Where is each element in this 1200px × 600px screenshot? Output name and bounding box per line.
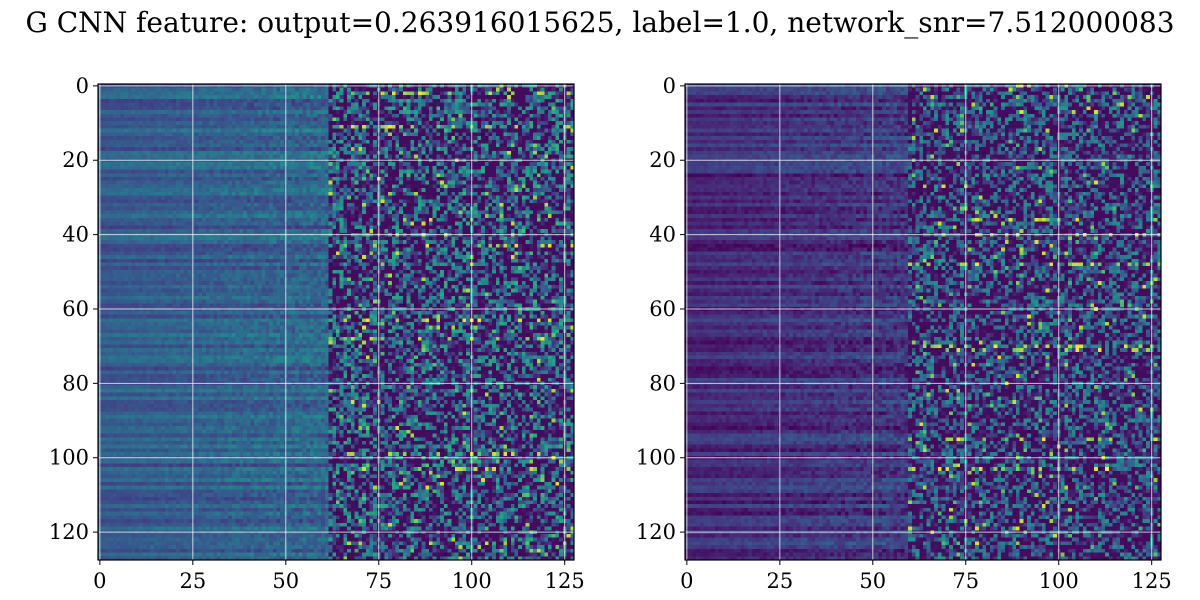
x-tick-label-2: 50 [272, 569, 299, 593]
heatmap-panel-left: 0 25 50 75 100 125 0 20 40 60 80 100 120 [49, 74, 585, 593]
y-tick-label-3: 60 [649, 297, 676, 321]
x-tick-label-1: 25 [179, 569, 206, 593]
grid-lines-left [98, 84, 574, 560]
grid-lines-right [685, 84, 1161, 560]
y-tick-label-2: 40 [62, 223, 89, 247]
axes-frame-left [97, 83, 575, 561]
ticks-right: 0 25 50 75 100 125 0 20 40 60 80 100 120 [636, 74, 1172, 593]
y-tick-label-5: 100 [636, 446, 676, 470]
y-tick-label-5: 100 [49, 446, 89, 470]
y-tick-label-1: 20 [649, 148, 676, 172]
y-tick-label-4: 80 [649, 371, 676, 395]
heatmap-panel-right: 0 25 50 75 100 125 0 20 40 60 80 100 120 [636, 74, 1172, 593]
x-tick-label-5: 125 [545, 569, 585, 593]
y-tick-label-6: 120 [49, 520, 89, 544]
x-tick-label-1: 25 [766, 569, 793, 593]
x-tick-label-4: 100 [452, 569, 492, 593]
axes-frame-right [684, 83, 1162, 561]
y-tick-label-1: 20 [62, 148, 89, 172]
x-tick-label-2: 50 [859, 569, 886, 593]
x-tick-label-5: 125 [1132, 569, 1172, 593]
x-tick-label-3: 75 [952, 569, 979, 593]
x-tick-label-0: 0 [93, 569, 106, 593]
ticks-left: 0 25 50 75 100 125 0 20 40 60 80 100 120 [49, 74, 585, 593]
y-tick-label-3: 60 [62, 297, 89, 321]
figure-title: G CNN feature: output=0.263916015625, la… [25, 6, 1175, 39]
y-tick-label-4: 80 [62, 371, 89, 395]
y-tick-label-0: 0 [663, 74, 676, 98]
heatmap-image-right [685, 84, 1161, 560]
x-tick-label-3: 75 [365, 569, 392, 593]
heatmap-image-left [98, 84, 574, 560]
y-tick-label-6: 120 [636, 520, 676, 544]
y-tick-label-0: 0 [76, 74, 89, 98]
x-tick-label-4: 100 [1039, 569, 1079, 593]
y-tick-label-2: 40 [649, 223, 676, 247]
x-tick-label-0: 0 [680, 569, 693, 593]
